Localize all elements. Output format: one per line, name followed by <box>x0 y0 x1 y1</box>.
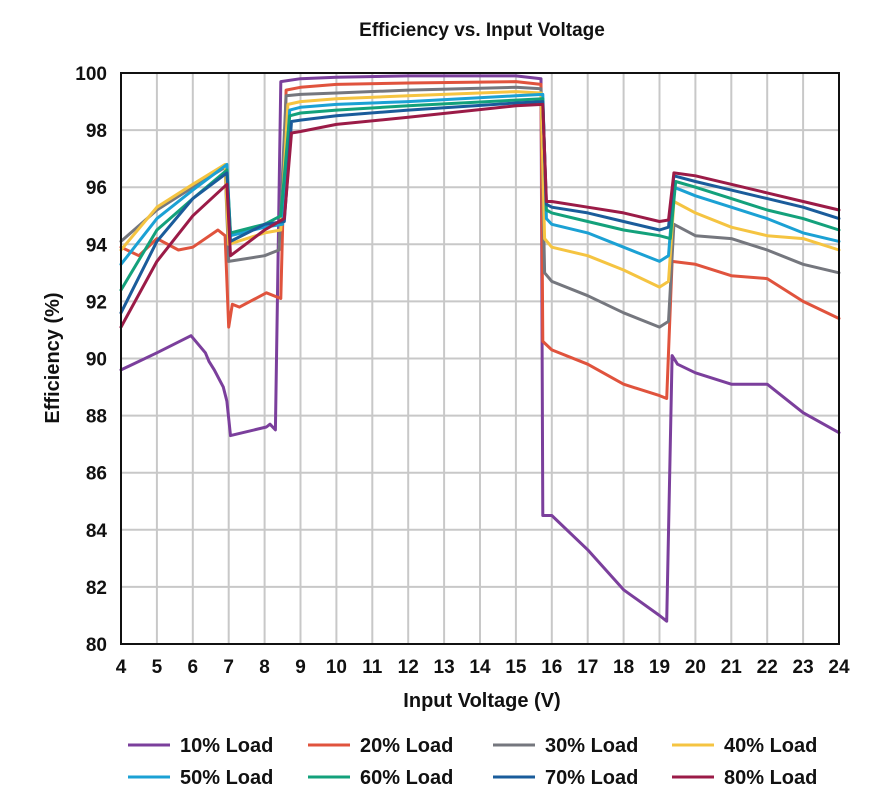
x-tick-label: 5 <box>152 657 163 678</box>
y-axis-title: Efficiency (%) <box>42 292 64 423</box>
y-tick-label: 100 <box>75 64 107 85</box>
series-line-80-load <box>119 102 841 329</box>
y-tick-label: 94 <box>86 235 108 256</box>
x-tick-label: 15 <box>505 657 527 678</box>
x-tick-label: 22 <box>757 657 778 678</box>
x-tick-label: 11 <box>362 657 383 678</box>
chart-title: Efficiency vs. Input Voltage <box>359 20 605 41</box>
x-tick-label: 21 <box>721 657 743 678</box>
x-tick-label: 8 <box>259 657 270 678</box>
y-tick-label: 90 <box>86 350 107 371</box>
y-tick-label: 82 <box>86 578 107 599</box>
x-tick-label: 20 <box>685 657 706 678</box>
x-tick-label: 13 <box>434 657 455 678</box>
x-tick-label: 16 <box>541 657 562 678</box>
legend-label: 10% Load <box>180 735 273 757</box>
legend-label: 80% Load <box>724 767 817 789</box>
grid <box>121 73 839 644</box>
y-tick-label: 86 <box>86 464 107 485</box>
x-axis-ticks: 4 5 6 7 8 9 10 11 12 13 14 15 16 17 18 19 20 21 22 23 24 <box>116 657 850 678</box>
x-tick-label: 4 <box>116 657 127 678</box>
y-axis-ticks: 80 82 84 86 88 90 92 94 96 98 100 <box>75 64 107 656</box>
series-line-30-load <box>119 85 841 329</box>
y-tick-label: 80 <box>86 635 107 656</box>
x-tick-label: 12 <box>398 657 419 678</box>
legend-label: 30% Load <box>545 735 638 757</box>
series-lines <box>119 74 841 623</box>
plot-area-border <box>120 72 840 645</box>
legend-label: 40% Load <box>724 735 817 757</box>
legend-label: 70% Load <box>545 767 638 789</box>
x-tick-label: 14 <box>469 657 491 678</box>
x-tick-label: 23 <box>793 657 814 678</box>
x-axis-title: Input Voltage (V) <box>403 690 560 712</box>
series-line-20-load <box>119 80 841 400</box>
x-tick-label: 9 <box>295 657 306 678</box>
x-tick-label: 17 <box>577 657 598 678</box>
y-tick-label: 96 <box>86 178 107 199</box>
y-tick-label: 84 <box>86 521 108 542</box>
legend-label: 20% Load <box>360 735 453 757</box>
x-tick-label: 10 <box>326 657 347 678</box>
series-line-10-load <box>119 74 841 623</box>
y-tick-label: 98 <box>86 121 107 142</box>
x-tick-label: 24 <box>828 657 850 678</box>
x-tick-label: 19 <box>649 657 670 678</box>
legend-label: 60% Load <box>360 767 453 789</box>
x-tick-label: 18 <box>613 657 634 678</box>
y-tick-label: 88 <box>86 407 107 428</box>
x-tick-label: 6 <box>188 657 199 678</box>
x-tick-label: 7 <box>223 657 234 678</box>
legend-label: 50% Load <box>180 767 273 789</box>
y-tick-label: 92 <box>86 292 107 313</box>
legend: 10% Load 20% Load 30% Load 40% Load 50% Load… <box>128 735 817 789</box>
